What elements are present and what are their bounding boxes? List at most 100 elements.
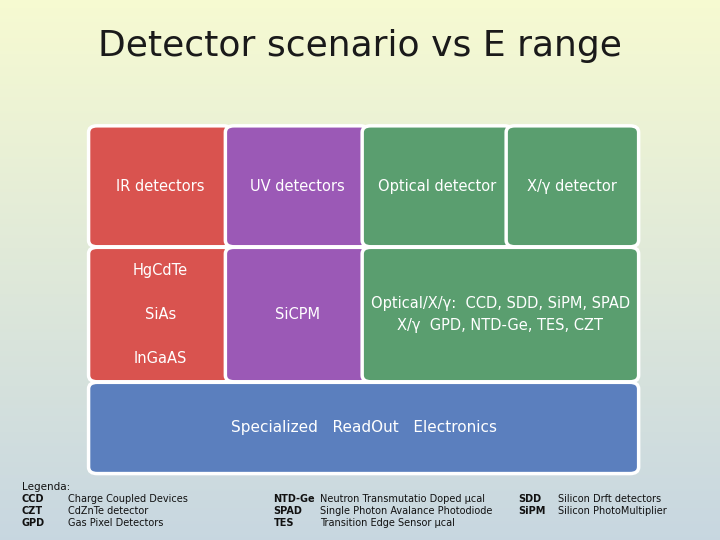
- Bar: [0, 332, 720, 335]
- Text: UV detectors: UV detectors: [250, 179, 344, 194]
- Bar: [0, 497, 720, 500]
- Text: HgCdTe

SiAs

InGaAS: HgCdTe SiAs InGaAS: [132, 262, 188, 367]
- Bar: [0, 227, 720, 229]
- Bar: [0, 418, 720, 421]
- Bar: [0, 219, 720, 221]
- Bar: [0, 178, 720, 181]
- Bar: [0, 392, 720, 394]
- Bar: [0, 186, 720, 189]
- Bar: [0, 300, 720, 302]
- Bar: [0, 254, 720, 256]
- Bar: [0, 59, 720, 62]
- Bar: [0, 200, 720, 202]
- Bar: [0, 159, 720, 162]
- Bar: [0, 22, 720, 24]
- Bar: [0, 119, 720, 122]
- Bar: [0, 251, 720, 254]
- Bar: [0, 429, 720, 432]
- Bar: [0, 289, 720, 292]
- Bar: [0, 40, 720, 43]
- Bar: [0, 30, 720, 32]
- Bar: [0, 19, 720, 22]
- Bar: [0, 502, 720, 505]
- Bar: [0, 97, 720, 100]
- FancyBboxPatch shape: [225, 247, 369, 382]
- Bar: [0, 270, 720, 273]
- Text: SPAD: SPAD: [274, 507, 302, 516]
- Bar: [0, 181, 720, 184]
- Bar: [0, 516, 720, 518]
- FancyBboxPatch shape: [89, 247, 232, 382]
- Bar: [0, 500, 720, 502]
- Bar: [0, 124, 720, 127]
- Bar: [0, 416, 720, 418]
- Bar: [0, 537, 720, 540]
- Bar: [0, 273, 720, 275]
- Bar: [0, 162, 720, 165]
- Bar: [0, 386, 720, 389]
- Bar: [0, 508, 720, 510]
- Bar: [0, 535, 720, 537]
- FancyBboxPatch shape: [89, 382, 639, 474]
- Text: Transition Edge Sensor μcal: Transition Edge Sensor μcal: [320, 518, 455, 528]
- Bar: [0, 8, 720, 11]
- FancyBboxPatch shape: [506, 126, 639, 247]
- Bar: [0, 351, 720, 354]
- Bar: [0, 184, 720, 186]
- Bar: [0, 427, 720, 429]
- Text: X/γ detector: X/γ detector: [528, 179, 617, 194]
- Bar: [0, 202, 720, 205]
- Text: IR detectors: IR detectors: [116, 179, 204, 194]
- Bar: [0, 381, 720, 383]
- Bar: [0, 308, 720, 310]
- Bar: [0, 70, 720, 73]
- Bar: [0, 246, 720, 248]
- Text: CCD: CCD: [22, 495, 44, 504]
- Bar: [0, 167, 720, 170]
- Text: Neutron Transmutatio Doped μcal: Neutron Transmutatio Doped μcal: [320, 495, 485, 504]
- Bar: [0, 302, 720, 305]
- Bar: [0, 86, 720, 89]
- Bar: [0, 324, 720, 327]
- Bar: [0, 35, 720, 38]
- Bar: [0, 92, 720, 94]
- Bar: [0, 24, 720, 27]
- Text: Detector scenario vs E range: Detector scenario vs E range: [98, 29, 622, 63]
- Bar: [0, 140, 720, 143]
- Bar: [0, 297, 720, 300]
- Bar: [0, 208, 720, 211]
- Bar: [0, 230, 720, 232]
- Bar: [0, 211, 720, 213]
- FancyBboxPatch shape: [89, 126, 232, 247]
- FancyBboxPatch shape: [362, 247, 639, 382]
- Bar: [0, 446, 720, 448]
- Bar: [0, 3, 720, 5]
- Bar: [0, 248, 720, 251]
- Bar: [0, 14, 720, 16]
- Bar: [0, 51, 720, 54]
- Bar: [0, 359, 720, 362]
- Bar: [0, 49, 720, 51]
- Bar: [0, 532, 720, 535]
- Bar: [0, 373, 720, 375]
- Bar: [0, 68, 720, 70]
- Bar: [0, 113, 720, 116]
- Bar: [0, 408, 720, 410]
- Bar: [0, 176, 720, 178]
- Bar: [0, 338, 720, 340]
- Bar: [0, 397, 720, 400]
- Bar: [0, 456, 720, 459]
- Bar: [0, 451, 720, 454]
- Text: Single Photon Avalance Photodiode: Single Photon Avalance Photodiode: [320, 507, 492, 516]
- Bar: [0, 259, 720, 262]
- Bar: [0, 529, 720, 532]
- Bar: [0, 73, 720, 76]
- Bar: [0, 329, 720, 332]
- Bar: [0, 467, 720, 470]
- Text: NTD-Ge: NTD-Ge: [274, 495, 315, 504]
- Bar: [0, 454, 720, 456]
- Bar: [0, 421, 720, 424]
- Bar: [0, 316, 720, 319]
- Bar: [0, 192, 720, 194]
- Bar: [0, 321, 720, 324]
